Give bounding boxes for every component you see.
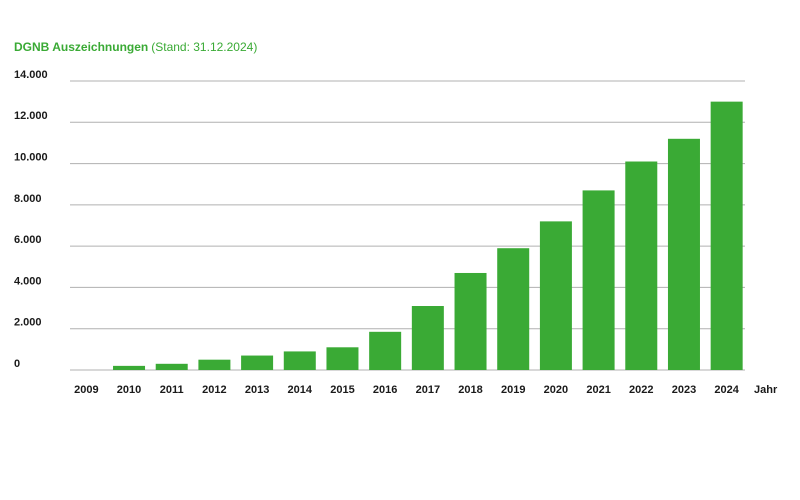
x-tick-label: 2024	[714, 384, 739, 396]
bar	[241, 355, 274, 370]
bar	[582, 190, 615, 370]
y-tick-label: 10.000	[14, 151, 48, 163]
bar	[369, 331, 402, 370]
bar	[454, 272, 487, 370]
x-tick-label: 2010	[117, 384, 141, 396]
chart-title: DGNB Auszeichnungen	[14, 40, 148, 54]
chart-subtitle: (Stand: 31.12.2024)	[151, 40, 257, 54]
x-tick-label: 2015	[330, 384, 354, 396]
bar	[155, 363, 188, 370]
bar	[539, 221, 572, 370]
x-tick-label: 2011	[160, 384, 184, 396]
bar	[710, 101, 743, 371]
x-tick-label: 2013	[245, 384, 269, 396]
y-tick-label: 12.000	[14, 110, 48, 122]
bar	[113, 365, 146, 370]
bar	[411, 306, 444, 370]
bar	[198, 359, 231, 370]
x-tick-label: 2018	[458, 384, 482, 396]
x-tick-label: 2019	[501, 384, 525, 396]
bar	[667, 138, 700, 370]
x-tick-label: 2022	[629, 384, 653, 396]
bar	[625, 161, 658, 370]
x-tick-label: 2023	[672, 384, 696, 396]
y-tick-label: 14.000	[14, 69, 48, 81]
x-tick-label: 2020	[544, 384, 568, 396]
x-tick-label: 2017	[416, 384, 440, 396]
bar	[326, 347, 359, 370]
bar	[283, 351, 316, 370]
y-tick-label: 2.000	[14, 317, 42, 329]
y-tick-label: 8.000	[14, 193, 42, 205]
x-tick-label: 2016	[373, 384, 397, 396]
chart-heading: DGNB Auszeichnungen (Stand: 31.12.2024)	[14, 40, 257, 54]
x-tick-label: 2012	[202, 384, 226, 396]
bar	[497, 248, 530, 370]
y-tick-label: 6.000	[14, 234, 42, 246]
x-tick-label: 2009	[74, 384, 98, 396]
y-tick-label: 0	[14, 358, 20, 370]
y-tick-label: 4.000	[14, 275, 42, 287]
x-axis-label: Jahr	[754, 384, 778, 396]
x-tick-label: 2021	[586, 384, 610, 396]
x-tick-label: 2014	[288, 384, 313, 396]
